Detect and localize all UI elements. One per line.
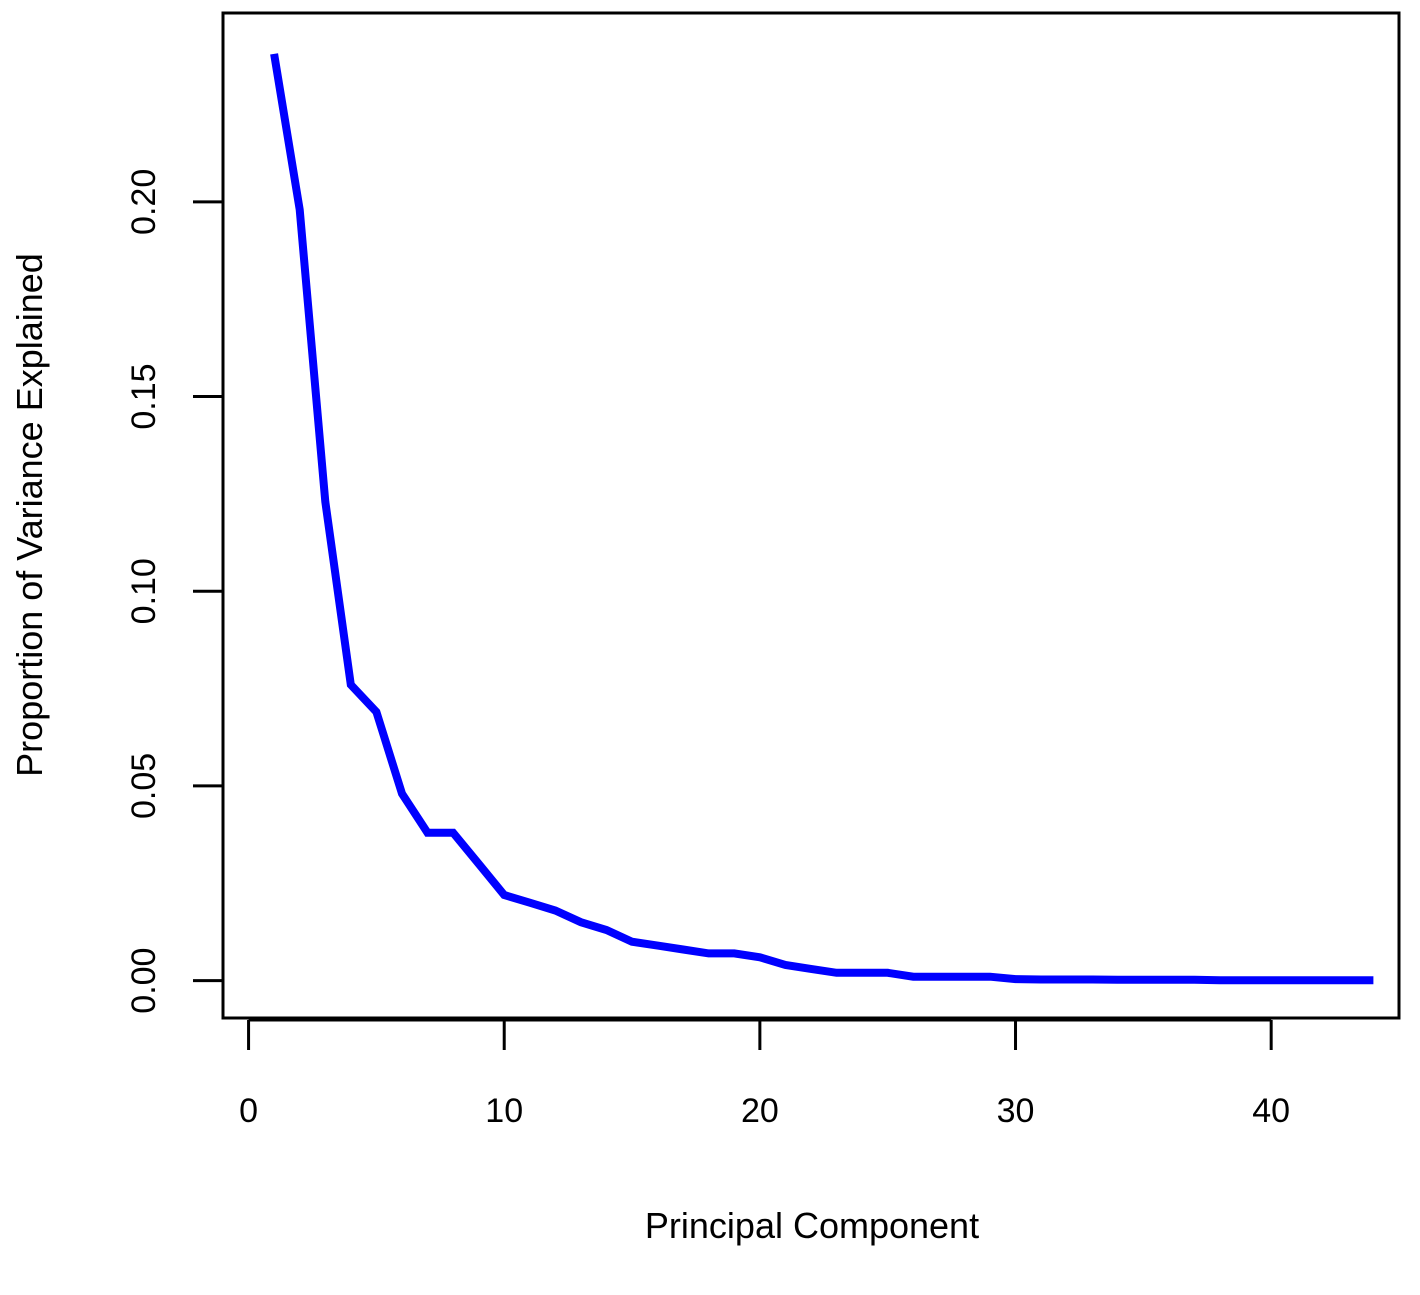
x-tick-label: 20 [741,1092,779,1130]
y-tick-label: 0.10 [125,558,163,624]
y-axis-title: Proportion of Variance Explained [9,253,50,777]
plot-frame [221,11,1401,1020]
x-tick-label: 30 [997,1092,1035,1130]
x-axis-title: Principal Component [645,1205,979,1246]
y-tick-label: 0.20 [125,169,163,235]
x-tick-label: 40 [1252,1092,1290,1130]
series-layer [270,53,1374,985]
x-axis: 0 10 20 30 40 [239,1018,1290,1130]
y-tick-label: 0.05 [125,753,163,819]
y-axis: 0.00 0.05 0.10 0.15 0.20 [125,169,225,1014]
variance-line [270,53,1374,985]
x-tick-label: 10 [485,1092,523,1130]
x-tick-label: 0 [239,1092,258,1130]
y-tick-label: 0.15 [125,363,163,429]
y-tick-label: 0.00 [125,948,163,1014]
